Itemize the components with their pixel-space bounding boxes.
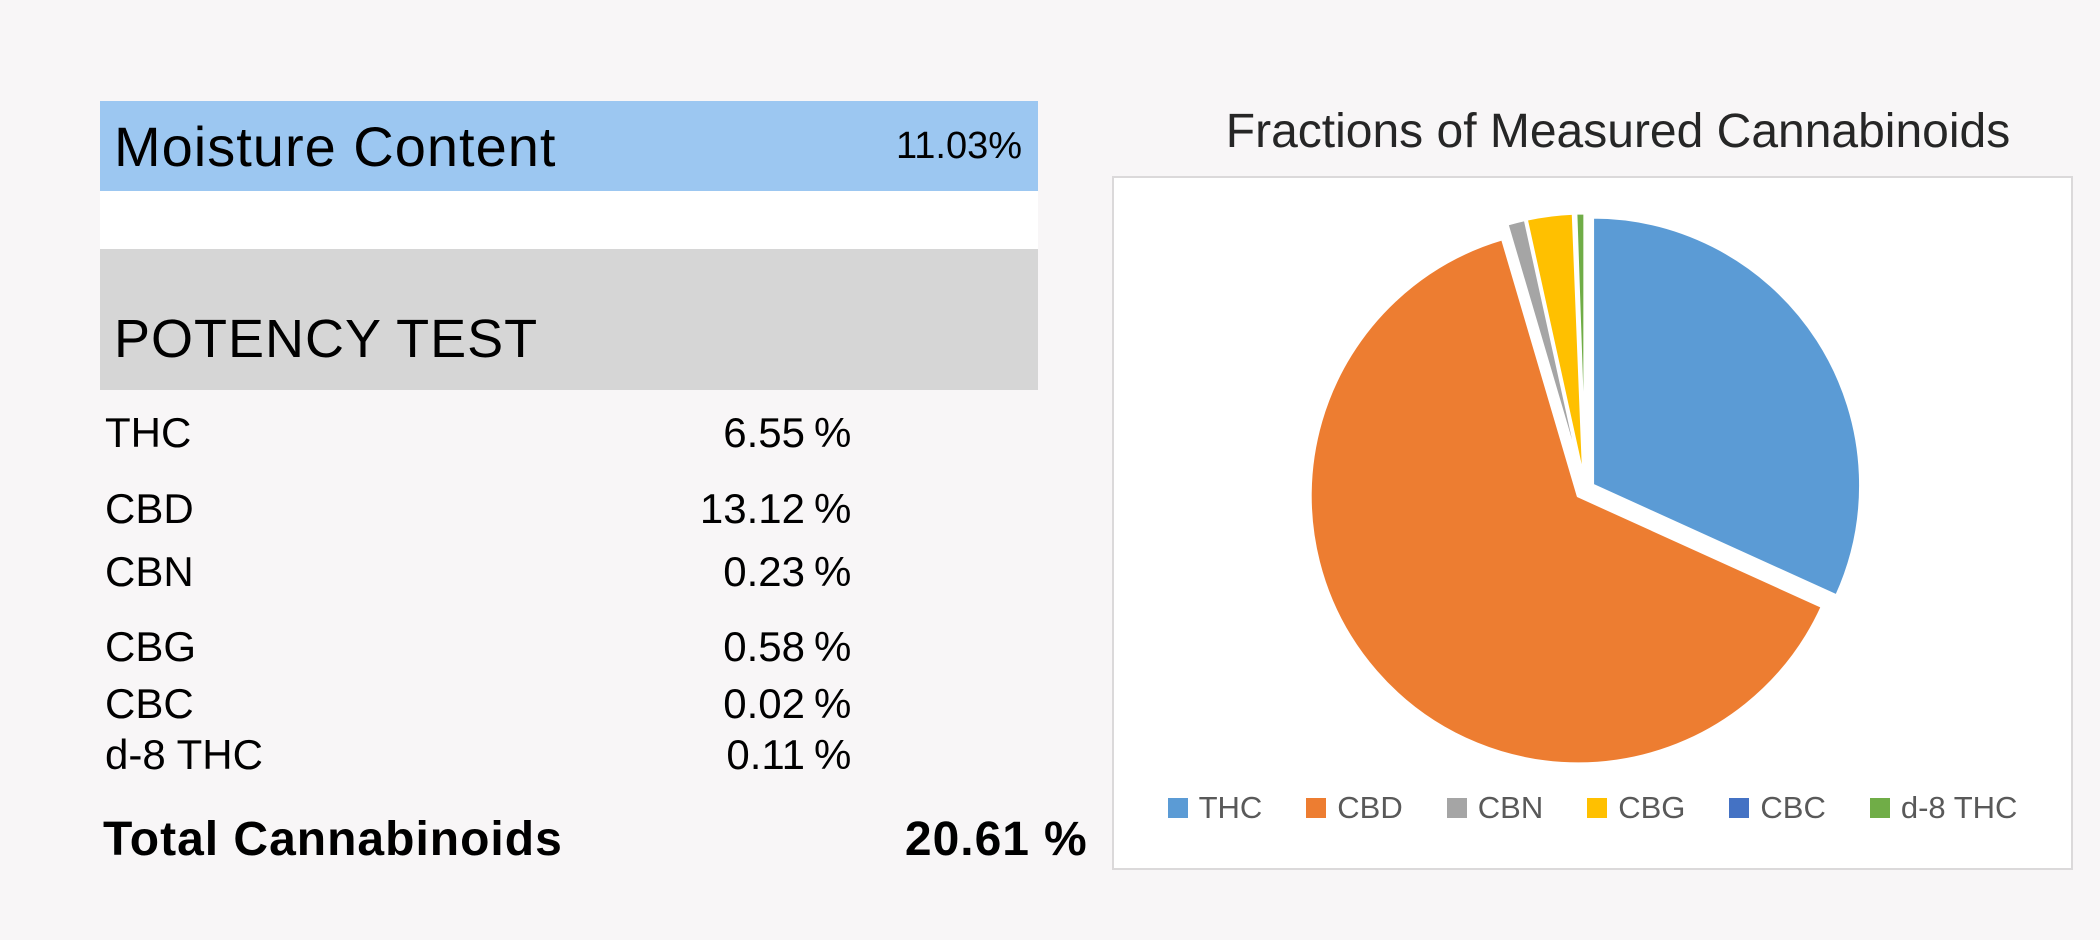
analyte-row-cbg: CBG 0.58 % (0, 623, 1100, 681)
legend-item-cbg: CBG (1587, 790, 1685, 826)
moisture-content-bar: Moisture Content 11.03% (100, 101, 1038, 191)
chart-title: Fractions of Measured Cannabinoids (1225, 105, 2011, 158)
legend-label: THC (1198, 790, 1263, 825)
total-cannabinoids-row: Total Cannabinoids 20.61 % (0, 812, 1110, 876)
legend-item-thc: THC (1167, 790, 1263, 826)
analyte-value: 0.58 (723, 623, 805, 670)
legend-swatch-icon (1167, 798, 1188, 818)
moisture-content-value: 11.03% (895, 124, 1022, 167)
analyte-value: 0.02 (723, 680, 805, 727)
legend-label: d-8 THC (1900, 790, 2018, 825)
pie-slice-cbd (1308, 237, 1824, 766)
analyte-value: 13.12 (699, 485, 805, 532)
legend-item-cbc: CBC (1729, 790, 1826, 826)
total-label: Total Cannabinoids (103, 813, 563, 866)
legend-label: CBD (1337, 790, 1403, 825)
legend-label: CBN (1477, 790, 1544, 825)
legend-label: CBC (1760, 790, 1826, 825)
analyte-name: THC (105, 409, 192, 456)
analyte-name: CBG (105, 623, 197, 670)
blank-row (100, 191, 1038, 249)
legend-item-cbn: CBN (1446, 790, 1544, 826)
analyte-unit: % (814, 731, 852, 778)
total-value: 20.61 (904, 813, 1030, 866)
analyte-row-thc: THC 6.55 % (0, 409, 1100, 467)
moisture-content-label: Moisture Content (114, 114, 557, 178)
analyte-unit: % (814, 623, 852, 670)
legend-swatch-icon (1869, 798, 1890, 818)
analyte-unit: % (814, 485, 852, 532)
analyte-name: d-8 THC (105, 731, 263, 778)
legend-swatch-icon (1587, 798, 1608, 818)
analyte-row-d-8-thc: d-8 THC 0.11 % (0, 731, 1100, 789)
pie-chart (1308, 211, 1862, 766)
potency-test-label: POTENCY TEST (114, 309, 539, 369)
analyte-value: 6.55 (723, 409, 805, 456)
analyte-name: CBC (105, 680, 194, 727)
legend-label: CBG (1618, 790, 1686, 825)
analyte-value: 0.11 (726, 731, 805, 778)
legend-swatch-icon (1306, 798, 1327, 818)
analyte-row-cbn: CBN 0.23 % (0, 548, 1100, 606)
analyte-value: 0.23 (723, 548, 805, 595)
legend-item-cbd: CBD (1306, 790, 1403, 826)
legend-swatch-icon (1446, 798, 1467, 818)
analyte-unit: % (814, 680, 852, 727)
analyte-name: CBD (105, 485, 194, 532)
pie-slice-thc (1591, 215, 1862, 598)
analyte-name: CBN (105, 548, 194, 595)
pie-chart-area: THC CBD CBN CBG CBC d-8 THC (1112, 176, 2073, 870)
analyte-unit: % (814, 548, 852, 595)
legend-item-d-8-thc: d-8 THC (1869, 790, 2018, 826)
chart-legend: THC CBD CBN CBG CBC d-8 THC (1114, 790, 2071, 826)
analyte-row-cbd: CBD 13.12 % (0, 485, 1100, 543)
total-unit: % (1044, 813, 1088, 866)
analyte-unit: % (814, 409, 852, 456)
pie-slice-d-8-thc (1574, 211, 1587, 483)
analyte-row-cbc: CBC 0.02 % (0, 680, 1100, 738)
legend-swatch-icon (1729, 798, 1750, 818)
potency-test-header: POTENCY TEST (100, 249, 1038, 390)
